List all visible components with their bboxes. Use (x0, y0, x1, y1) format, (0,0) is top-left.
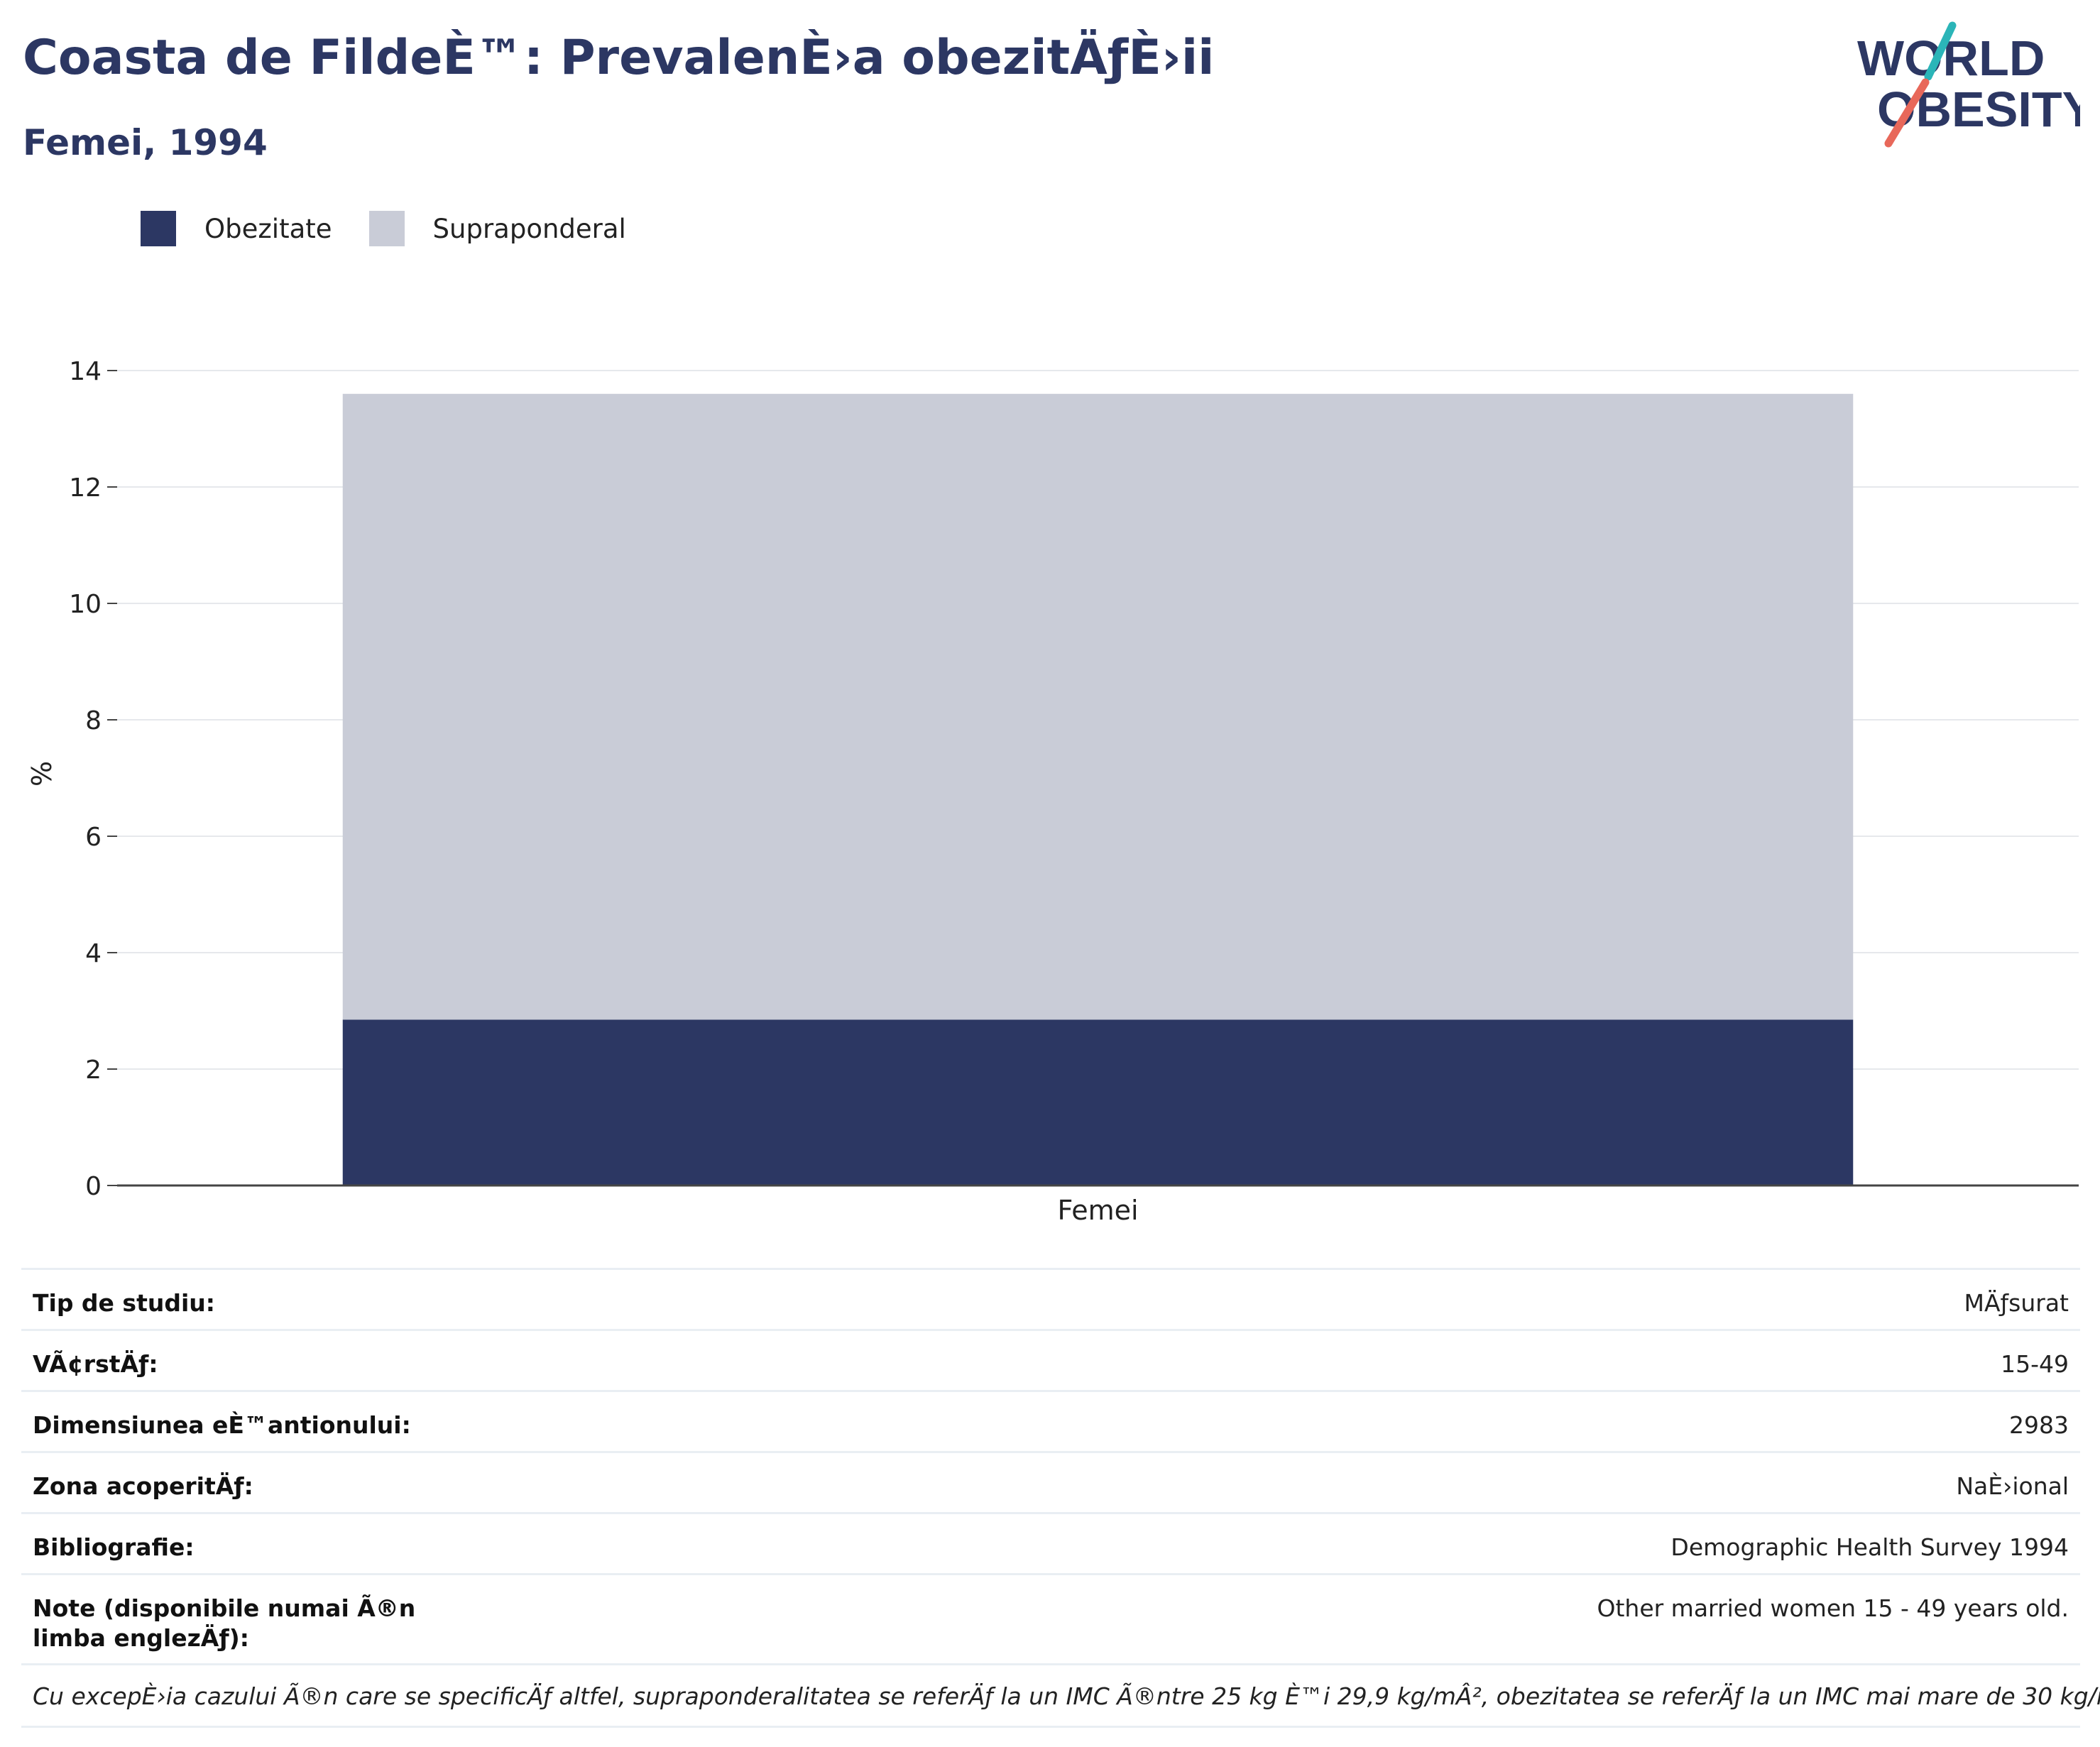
bar-segment-supraponderal[interactable] (342, 393, 1854, 1020)
y-tick-label: 2 (85, 1056, 102, 1085)
info-label: Bibliografie: (33, 1533, 195, 1561)
legend-label-obezitate: Obezitate (204, 213, 332, 244)
chart-title: Coasta de FildeÈ™: PrevalenÈ›a obezitÄƒÈ… (23, 30, 1215, 86)
y-tick-label: 0 (85, 1172, 102, 1201)
info-value: NaÈ›ional (1956, 1472, 2069, 1500)
info-value: 2983 (2009, 1411, 2069, 1439)
x-tick-label: Femei (1057, 1195, 1138, 1226)
bar-chart: 0 2 4 6 8 10 12 14 Femei % (26, 357, 2079, 1226)
info-label: Note (disponibile numai Ã®n limba englez… (33, 1594, 416, 1652)
info-label: Zona acoperitÄƒ: (33, 1472, 253, 1500)
y-tick-label: 4 (85, 939, 102, 968)
svg-text:WORLD: WORLD (1857, 31, 2045, 86)
info-row-bibliography: Bibliografie: Demographic Health Survey … (21, 1512, 2080, 1573)
info-row-area-covered: Zona acoperitÄƒ: NaÈ›ional (21, 1451, 2080, 1512)
info-row-age: VÃ¢rstÄƒ: 15-49 (21, 1329, 2080, 1390)
legend-item-supraponderal[interactable]: Supraponderal (368, 211, 626, 246)
y-tick-label: 8 (85, 706, 102, 735)
info-label: Tip de studiu: (33, 1289, 215, 1317)
chart-legend: Obezitate Supraponderal (141, 210, 663, 247)
y-tick-label: 14 (69, 357, 102, 386)
info-row-notes: Note (disponibile numai Ã®n limba englez… (21, 1573, 2080, 1663)
legend-label-supraponderal: Supraponderal (432, 213, 626, 244)
world-obesity-logo: WORLD OBESITY (1857, 21, 2080, 148)
y-tick-label: 6 (85, 823, 102, 852)
y-tick-label: 10 (69, 590, 102, 619)
legend-swatch-obezitate (141, 211, 176, 246)
bars (342, 393, 1854, 1185)
bmi-footnote: Cu excepÈ›ia cazului Ã®n care se specifi… (21, 1663, 2100, 1728)
info-value: Other married women 15 - 49 years old. (1597, 1594, 2069, 1622)
info-value: MÄƒsurat (1964, 1289, 2069, 1317)
info-row-sample-size: Dimensiunea eÈ™antionului: 2983 (21, 1390, 2080, 1451)
legend-swatch-supraponderal (368, 211, 405, 246)
info-row-study-type: Tip de studiu: MÄƒsurat (21, 1268, 2080, 1329)
y-ticks: 0 2 4 6 8 10 12 14 (69, 357, 117, 1201)
info-value: 15-49 (2001, 1350, 2069, 1378)
x-ticks: Femei (1057, 1195, 1138, 1226)
info-value: Demographic Health Survey 1994 (1670, 1533, 2069, 1561)
y-tick-label: 12 (69, 473, 102, 503)
chart-subtitle: Femei, 1994 (23, 122, 268, 163)
bar-segment-obezitate[interactable] (342, 1019, 1854, 1185)
info-label: VÃ¢rstÄƒ: (33, 1350, 158, 1378)
study-info-table: Tip de studiu: MÄƒsurat VÃ¢rstÄƒ: 15-49 … (21, 1268, 2100, 1728)
y-axis-label: % (26, 761, 58, 787)
legend-item-obezitate[interactable]: Obezitate (141, 211, 332, 246)
info-label: Dimensiunea eÈ™antionului: (33, 1411, 411, 1439)
